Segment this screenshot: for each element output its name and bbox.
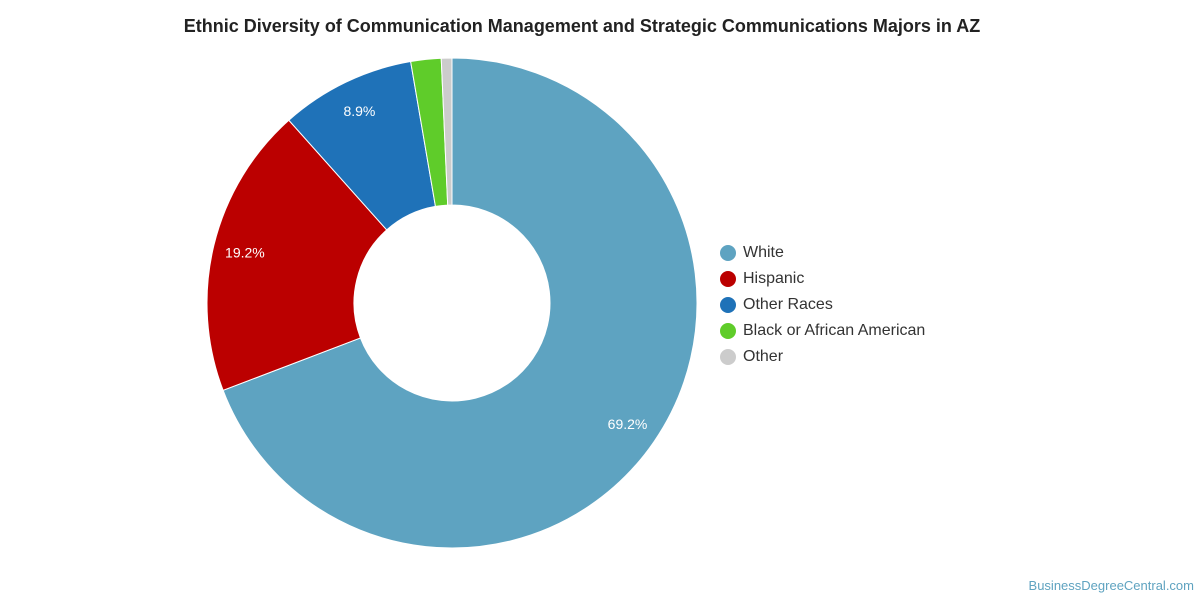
- slice-hispanic[interactable]: [206, 119, 388, 391]
- slice-label-other-races: 8.9%: [343, 103, 375, 119]
- site-credit[interactable]: BusinessDegreeCentral.com: [1028, 578, 1194, 593]
- legend-swatch: [720, 323, 736, 339]
- legend-item-black-or-african-american[interactable]: Black or African American: [720, 318, 925, 344]
- slice-label-white: 69.2%: [608, 416, 648, 432]
- chart-title: Ethnic Diversity of Communication Manage…: [183, 16, 981, 36]
- slice-white[interactable]: [222, 57, 698, 549]
- legend-item-other[interactable]: Other: [720, 344, 925, 370]
- legend-swatch: [720, 271, 736, 287]
- legend-label: Other Races: [743, 296, 833, 313]
- slice-label-hispanic: 19.2%: [225, 245, 265, 261]
- slice-other[interactable]: [440, 57, 453, 206]
- legend-swatch: [720, 297, 736, 313]
- legend-item-white[interactable]: White: [720, 240, 925, 266]
- legend-swatch: [720, 349, 736, 365]
- legend-label: Other: [743, 348, 784, 365]
- legend-label: White: [743, 244, 784, 261]
- legend-label: Hispanic: [743, 270, 805, 287]
- legend-item-other-races[interactable]: Other Races: [720, 292, 925, 318]
- chart-legend: White Hispanic Other Races Black or African…: [720, 240, 925, 370]
- legend-item-hispanic[interactable]: Hispanic: [720, 266, 925, 292]
- legend-label: Black or African American: [743, 322, 926, 339]
- legend-swatch: [720, 245, 736, 261]
